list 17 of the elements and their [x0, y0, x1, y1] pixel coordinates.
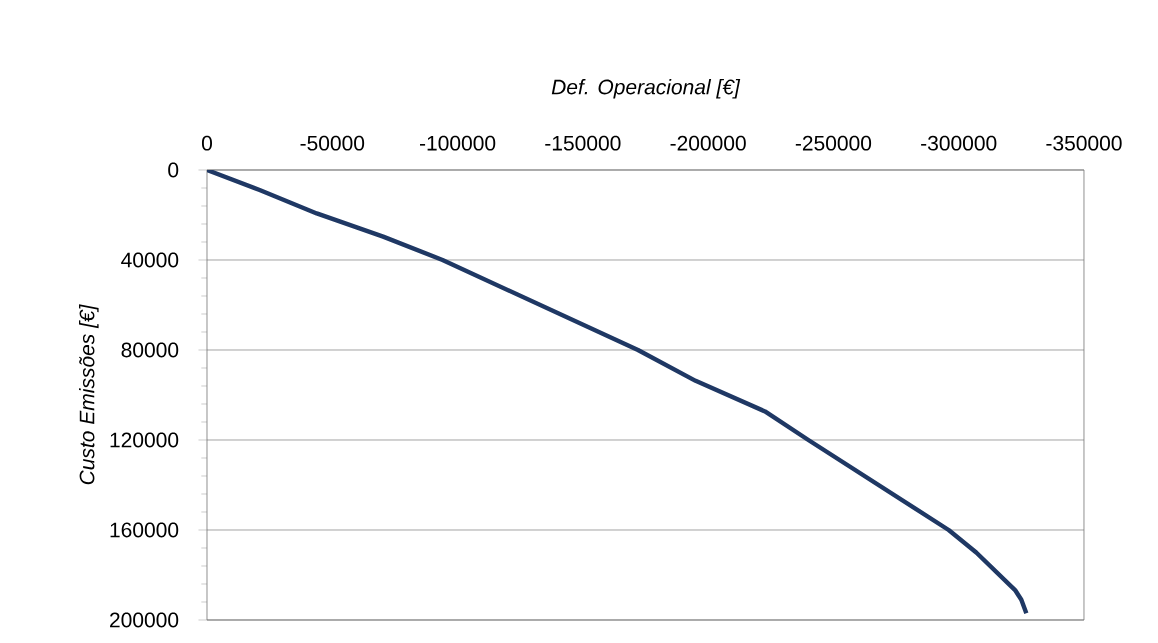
x-tick-label: -100000 [419, 135, 496, 151]
y-tick-label: 40000 [121, 252, 179, 268]
y-tick-label: 120000 [110, 432, 179, 448]
x-tick-label: -250000 [795, 135, 872, 151]
line-series [207, 170, 1029, 616]
y-tick-label: 160000 [110, 522, 179, 538]
y-tick-label: 80000 [121, 342, 179, 358]
x-tick-label: -150000 [545, 135, 621, 151]
x-axis-title: Def. Operacional [€] [551, 79, 741, 99]
y-tick-label: 0 [168, 162, 179, 178]
x-tick-label: -350000 [1046, 135, 1122, 151]
x-tick-label: -300000 [921, 135, 997, 151]
x-tick-label: 0 [201, 135, 213, 151]
y-tick-label: 200000 [110, 612, 179, 628]
x-tick-label: -50000 [300, 135, 365, 151]
x-tick-label: -200000 [670, 135, 746, 151]
y-axis-title: Custo Emissões [€] [79, 304, 99, 485]
